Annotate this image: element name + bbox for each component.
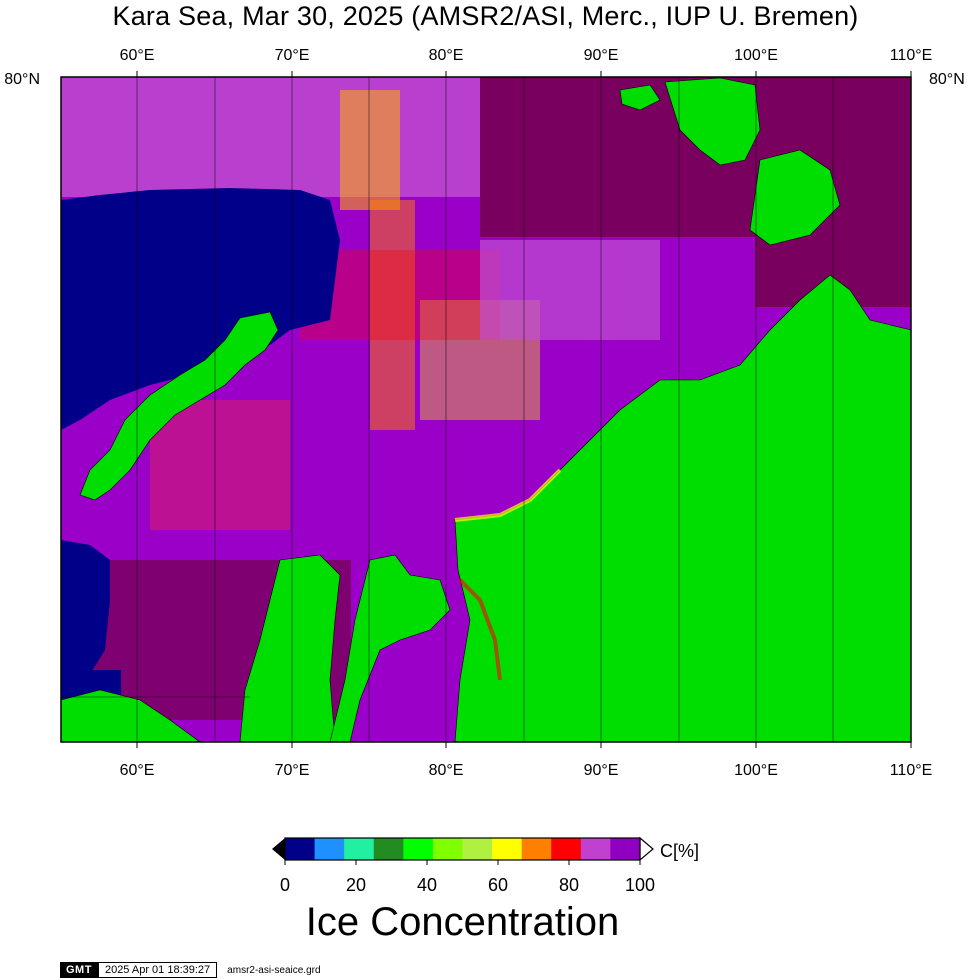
ice-band [150,400,290,530]
map-title: Kara Sea, Mar 30, 2025 (AMSR2/ASI, Merc.… [112,1,859,31]
colorbar-segment [314,838,345,860]
colorbar-tick-label: 20 [346,875,366,895]
top-lon-label: 70°E [275,47,310,64]
bottom-lon-label: 70°E [275,762,310,779]
colorbar-segment [285,838,316,860]
colorbar-tick-label: 0 [280,875,290,895]
gmt-timestamp: GMT 2025 Apr 01 18:39:27 amsr2-asi-seaic… [60,962,321,978]
top-lon-label: 80°E [429,47,464,64]
colorbar-tick-label: 40 [417,875,437,895]
top-lon-label: 100°E [734,47,778,64]
bottom-lon-labels: 60°E 70°E 80°E 90°E 100°E 110°E [120,762,933,779]
open-water-region [61,188,340,430]
colorbar-segment [373,838,404,860]
colorbar-segment [344,838,375,860]
ice-map-figure: 60°E 70°E 80°E 90°E 100°E 110°E 60°E 70°… [4,47,965,895]
land-novaya-zemlya [79,311,279,501]
colorbar-segment [551,838,582,860]
land-severnaya-zemlya-south [749,149,841,246]
colorbar-under-arrow [272,838,285,860]
colorbar-tick-label: 100 [625,875,655,895]
top-lon-label: 90°E [584,47,619,64]
land-gydan [329,554,451,742]
colorbar-segment [521,838,552,860]
grid-filename: amsr2-asi-seaice.grd [227,964,321,976]
top-lon-labels: 60°E 70°E 80°E 90°E 100°E 110°E [120,47,933,64]
colorbar-segment [580,838,611,860]
colorbar-segment [492,838,523,860]
colorbar-segment [403,838,434,860]
land-islet [619,84,661,111]
coastal-ice-edge [454,468,562,522]
bottom-lon-label: 110°E [890,762,933,779]
ice-band [340,90,400,210]
bottom-lon-label: 80°E [429,762,464,779]
colorbar: C[%] 0 20 40 60 80 100 [272,836,699,895]
colorbar-tick-label: 60 [488,875,508,895]
top-lon-label: 60°E [120,47,155,64]
map-frame [60,76,912,743]
ice-band [480,240,660,340]
land-severnaya-zemlya [664,77,761,166]
open-water-strait [61,540,110,700]
colorbar-tick-label: 80 [559,875,579,895]
land-yamal [239,554,341,742]
lat-label-left: 80°N [4,71,40,88]
bottom-lon-label: 90°E [584,762,619,779]
colorbar-unit: C[%] [660,841,699,861]
timestamp: 2025 Apr 01 18:39:27 [97,962,218,978]
land-west-mainland [61,689,201,742]
lat-label-right: 80°N [929,71,965,88]
graticule [61,77,834,742]
colorbar-frame [284,837,641,861]
colorbar-over-arrow [639,836,654,862]
map-area [61,77,911,742]
axis-ticks [136,71,912,748]
colorbar-segment [462,838,493,860]
ice-band [370,200,415,430]
ice-band [61,77,481,197]
coastal-ice-edge [458,578,502,681]
bottom-lon-label: 100°E [734,762,778,779]
top-lon-label: 110°E [890,47,933,64]
colorbar-segment [432,838,463,860]
lat-labels: 80°N 80°N [4,71,965,88]
bottom-lon-label: 60°E [120,762,155,779]
gmt-logo: GMT [60,962,98,978]
colorbar-segment [610,838,641,860]
colorbar-title: Ice Concentration [305,900,620,944]
land-taymyr [454,274,911,742]
